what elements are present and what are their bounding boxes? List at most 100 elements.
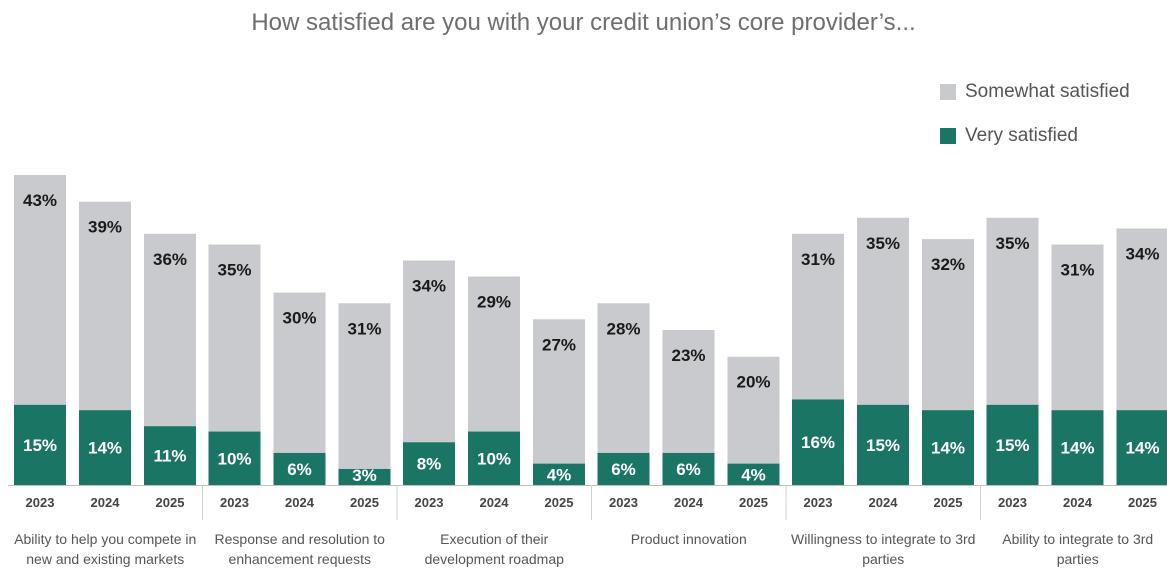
data-label-somewhat: 35%	[995, 234, 1029, 253]
group-label: Response and resolution to enhancement r…	[214, 531, 385, 567]
data-label-very: 15%	[995, 436, 1029, 455]
x-tick-label: 2023	[609, 495, 638, 510]
bar-somewhat-satisfied	[468, 276, 520, 432]
chart-title: How satisfied are you with your credit u…	[251, 9, 916, 36]
legend-somewhat-satisfied: Somewhat satisfied	[940, 81, 1130, 103]
data-label-very: 3%	[352, 466, 377, 485]
legend-very-satisfied: Very satisfied	[940, 125, 1078, 147]
bar-somewhat-satisfied	[338, 303, 391, 469]
bar-very-satisfied	[208, 431, 261, 485]
bar-somewhat-satisfied	[533, 319, 585, 464]
x-tick-label: 2025	[934, 495, 963, 510]
x-tick-label: 2025	[1128, 495, 1157, 510]
data-label-very: 6%	[676, 460, 701, 479]
bar-very-satisfied	[533, 463, 585, 485]
bar-very-satisfied	[986, 404, 1039, 485]
bar-very-satisfied	[792, 399, 844, 485]
legend-label-somewhat: Somewhat satisfied	[965, 81, 1130, 102]
bar-somewhat-satisfied	[1116, 228, 1167, 411]
bar-very-satisfied	[1116, 410, 1167, 485]
x-tick-label: 2024	[674, 495, 704, 510]
x-tick-label: 2023	[804, 495, 833, 510]
bar-very-satisfied	[468, 431, 520, 485]
x-tick-label: 2024	[285, 495, 315, 510]
data-label-somewhat: 35%	[217, 260, 251, 279]
bar-somewhat-satisfied	[1051, 244, 1104, 411]
x-tick-label: 2025	[350, 495, 379, 510]
data-label-very: 6%	[287, 460, 312, 479]
bar-somewhat-satisfied	[986, 217, 1039, 405]
data-label-somewhat: 27%	[542, 335, 576, 354]
data-label-somewhat: 31%	[801, 250, 835, 269]
legend-swatch-very	[940, 128, 956, 144]
bar-very-satisfied	[857, 404, 909, 485]
bar-very-satisfied	[144, 426, 196, 485]
bar-somewhat-satisfied	[792, 233, 844, 400]
bar-very-satisfied	[403, 442, 455, 485]
data-label-very: 10%	[217, 449, 251, 468]
data-label-somewhat: 39%	[88, 218, 122, 237]
data-label-very: 8%	[417, 455, 442, 474]
bar-somewhat-satisfied	[403, 260, 455, 443]
bar-somewhat-satisfied	[662, 329, 715, 453]
bar-very-satisfied	[922, 410, 974, 485]
group-label: Product innovation	[630, 531, 747, 547]
data-label-very: 11%	[153, 447, 186, 466]
data-label-very: 15%	[23, 436, 57, 455]
data-label-very: 4%	[547, 465, 572, 484]
bar-very-satisfied	[662, 452, 715, 485]
bar-somewhat-satisfied	[14, 174, 66, 405]
data-label-somewhat: 43%	[23, 191, 57, 210]
x-tick-label: 2024	[1063, 495, 1093, 510]
x-tick-label: 2025	[156, 495, 185, 510]
bar-somewhat-satisfied	[208, 244, 261, 432]
group-label: Ability to integrate to 3rd parties	[1002, 531, 1154, 567]
bar-very-satisfied	[79, 410, 131, 485]
bar-very-satisfied	[1051, 410, 1104, 485]
bar-somewhat-satisfied	[144, 233, 196, 427]
data-label-somewhat: 28%	[606, 319, 640, 338]
x-tick-label: 2025	[545, 495, 574, 510]
x-tick-label: 2023	[998, 495, 1027, 510]
data-label-very: 6%	[611, 460, 636, 479]
data-label-somewhat: 30%	[282, 309, 316, 328]
data-label-very: 15%	[866, 436, 900, 455]
data-label-somewhat: 29%	[477, 293, 511, 312]
data-label-somewhat: 32%	[931, 255, 965, 274]
data-label-somewhat: 31%	[347, 319, 381, 338]
x-tick-label: 2023	[415, 495, 444, 510]
bar-very-satisfied	[597, 452, 650, 485]
data-label-somewhat: 20%	[736, 373, 770, 392]
group-label: Ability to help you compete in new and e…	[14, 531, 197, 567]
bar-somewhat-satisfied	[727, 356, 780, 464]
bar-very-satisfied	[14, 404, 66, 485]
bar-very-satisfied	[338, 468, 391, 485]
x-tick-label: 2023	[220, 495, 249, 510]
x-tick-label: 2024	[480, 495, 510, 510]
x-tick-label: 2023	[26, 495, 55, 510]
data-label-very: 10%	[477, 449, 511, 468]
x-tick-label: 2024	[91, 495, 121, 510]
bar-very-satisfied	[727, 463, 780, 485]
data-label-very: 14%	[931, 439, 965, 458]
group-label: Execution of their development roadmap	[424, 531, 564, 567]
bar-somewhat-satisfied	[597, 303, 650, 453]
data-label-very: 16%	[801, 433, 835, 452]
data-label-somewhat: 34%	[1125, 244, 1159, 263]
bar-very-satisfied	[273, 452, 326, 485]
data-label-very: 14%	[1060, 439, 1094, 458]
bar-somewhat-satisfied	[857, 217, 909, 405]
bar-somewhat-satisfied	[273, 292, 326, 453]
bar-somewhat-satisfied	[922, 239, 974, 411]
data-label-very: 4%	[741, 465, 766, 484]
legend-swatch-somewhat	[940, 84, 956, 100]
data-label-somewhat: 35%	[866, 234, 900, 253]
x-tick-label: 2024	[869, 495, 899, 510]
group-label: Willingness to integrate to 3rd parties	[791, 531, 976, 567]
data-label-somewhat: 31%	[1060, 260, 1094, 279]
x-tick-label: 2025	[739, 495, 768, 510]
data-label-very: 14%	[1125, 439, 1159, 458]
bar-somewhat-satisfied	[79, 201, 131, 411]
data-label-somewhat: 34%	[412, 277, 446, 296]
